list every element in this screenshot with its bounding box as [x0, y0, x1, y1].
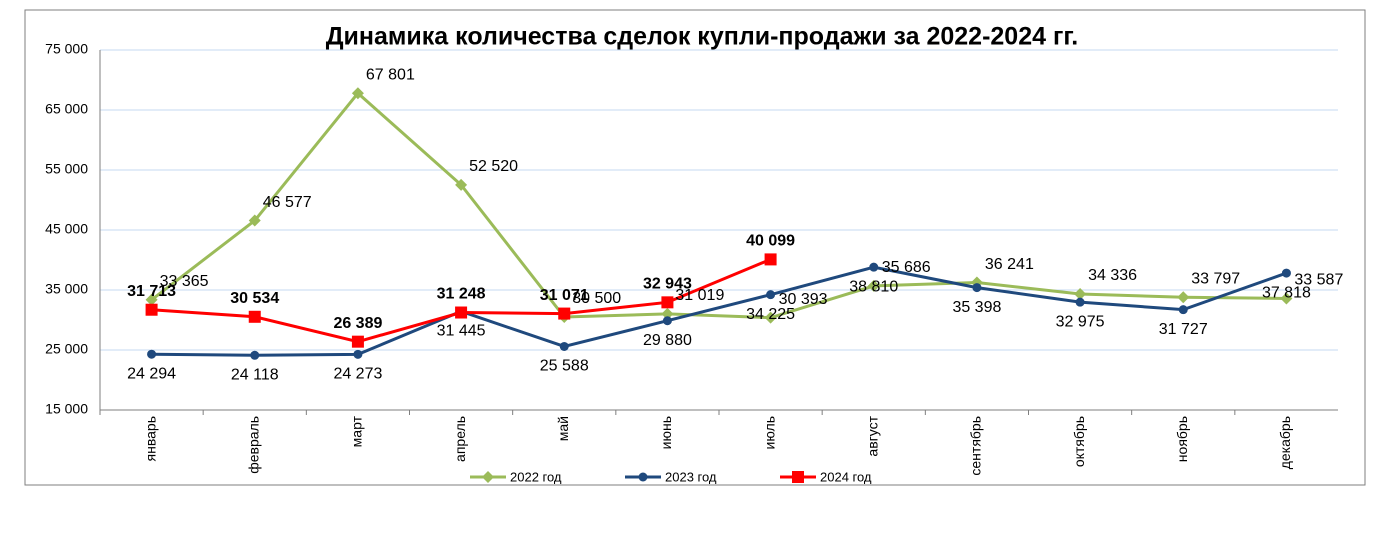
marker	[145, 293, 158, 306]
data-label: 30 500	[572, 290, 621, 307]
legend-label: 2024 год	[820, 469, 872, 484]
x-tick-label: сентябрь	[968, 416, 984, 476]
series-line	[151, 265, 1287, 357]
marker	[248, 214, 261, 227]
marker	[764, 253, 777, 266]
x-tick-label: июнь	[658, 416, 674, 449]
legend-marker	[792, 471, 804, 483]
x-tick-label: декабрь	[1277, 416, 1293, 469]
data-label: 31 727	[1159, 321, 1208, 338]
data-label: 33 797	[1191, 270, 1240, 287]
data-label: 31 248	[437, 286, 486, 303]
legend-label: 2022 год	[510, 469, 562, 484]
data-label: 35 398	[952, 299, 1001, 316]
marker	[351, 87, 364, 100]
marker	[248, 310, 261, 323]
legend-item: 2024 год	[780, 469, 872, 484]
y-tick-label: 75 000	[45, 41, 88, 57]
data-label: 24 294	[127, 365, 176, 382]
data-label: 31 019	[675, 287, 724, 304]
series-line	[150, 91, 1287, 320]
marker	[558, 307, 571, 320]
marker	[1075, 297, 1085, 307]
x-tick-label: апрель	[452, 416, 468, 462]
data-label: 33 365	[160, 273, 209, 290]
data-label: 32 975	[1056, 313, 1105, 330]
chart-frame	[24, 9, 1366, 486]
data-label: 29 880	[643, 332, 692, 349]
data-label: 24 118	[231, 367, 279, 384]
x-tick-label: январь	[142, 416, 158, 461]
x-tick-label: октябрь	[1071, 416, 1087, 467]
marker	[867, 279, 880, 292]
data-label: 31 445	[437, 323, 486, 340]
data-label: 30 534	[230, 290, 279, 307]
data-label: 38 810	[849, 278, 898, 295]
legend-marker	[482, 471, 494, 483]
marker	[764, 311, 777, 324]
legend-label: 2023 год	[665, 469, 717, 484]
marker	[145, 303, 158, 316]
marker	[1280, 292, 1293, 305]
marker	[766, 290, 776, 300]
y-tick-label: 35 000	[45, 281, 88, 297]
x-tick-label: март	[349, 415, 365, 447]
data-label: 67 801	[366, 66, 415, 83]
marker	[1178, 305, 1188, 315]
marker	[250, 350, 260, 360]
data-label: 40 099	[746, 233, 795, 250]
data-label: 34 336	[1088, 267, 1137, 284]
y-tick-label: 45 000	[45, 221, 88, 237]
data-label: 52 520	[469, 158, 518, 175]
y-tick-label: 55 000	[45, 161, 88, 177]
marker	[351, 335, 364, 348]
marker	[972, 283, 982, 293]
x-tick-label: май	[555, 416, 571, 441]
data-label: 46 577	[263, 194, 312, 211]
y-tick-label: 25 000	[45, 341, 88, 357]
chart-title: Динамика количества сделок купли-продажи…	[326, 23, 1079, 51]
marker	[661, 296, 674, 309]
y-tick-label: 15 000	[45, 401, 88, 417]
legend-item: 2022 год	[470, 469, 562, 484]
marker	[455, 178, 468, 191]
data-label: 24 273	[333, 366, 382, 383]
data-label: 33 587	[1294, 272, 1343, 289]
data-label: 37 818	[1262, 284, 1311, 301]
data-label: 25 588	[540, 358, 589, 375]
marker	[559, 341, 569, 351]
marker	[455, 306, 468, 319]
data-label: 32 943	[643, 276, 692, 293]
data-label: 35 686	[882, 259, 931, 276]
data-label: 30 393	[779, 291, 828, 308]
marker	[661, 307, 674, 320]
marker	[1281, 268, 1291, 278]
marker	[147, 349, 157, 359]
data-label: 26 389	[333, 315, 382, 332]
legend-marker	[638, 472, 648, 482]
marker	[1177, 291, 1190, 304]
x-tick-label: февраль	[245, 416, 261, 474]
x-tick-label: июль	[761, 416, 777, 449]
x-tick-label: ноябрь	[1174, 416, 1190, 462]
data-label: 31 071	[540, 287, 589, 304]
legend-item: 2023 год	[625, 469, 717, 484]
x-tick-label: август	[864, 415, 880, 456]
data-label: 34 225	[746, 306, 795, 323]
data-label: 31 713	[127, 283, 176, 300]
marker	[1074, 287, 1087, 300]
y-tick-label: 65 000	[45, 101, 88, 117]
marker	[662, 316, 672, 326]
data-label: 36 241	[985, 256, 1034, 273]
marker	[353, 349, 363, 359]
marker	[869, 262, 879, 272]
